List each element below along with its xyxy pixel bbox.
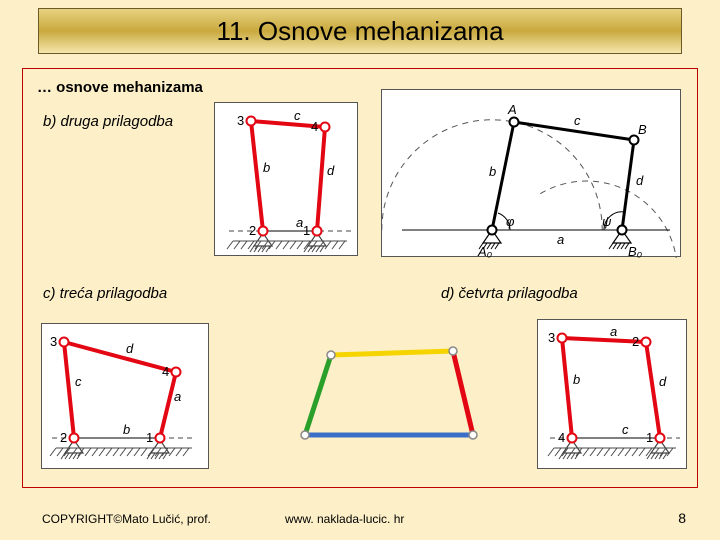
svg-text:c: c — [294, 108, 301, 123]
svg-text:d: d — [126, 341, 134, 356]
svg-text:a: a — [557, 232, 564, 247]
svg-text:2: 2 — [60, 430, 67, 445]
svg-text:B: B — [638, 122, 647, 137]
footer-page: 8 — [678, 510, 686, 526]
page-title: 11. Osnove mehanizama — [216, 16, 503, 47]
svg-text:b: b — [123, 422, 130, 437]
svg-text:A: A — [507, 102, 517, 117]
svg-text:2: 2 — [632, 334, 639, 349]
svg-text:b: b — [489, 164, 496, 179]
svg-text:4: 4 — [558, 430, 565, 445]
svg-text:a: a — [610, 324, 617, 339]
svg-text:4: 4 — [162, 364, 169, 379]
svg-text:a: a — [174, 389, 181, 404]
svg-text:4: 4 — [311, 119, 318, 134]
svg-text:1: 1 — [646, 430, 653, 445]
svg-text:c: c — [622, 422, 629, 437]
svg-text:3: 3 — [548, 330, 555, 345]
slide: 11. Osnove mehanizama … osnove mehanizam… — [0, 0, 720, 540]
footer-copyright: COPYRIGHT©Mato Lučić, prof. — [42, 512, 211, 526]
svg-text:b: b — [263, 160, 270, 175]
figure-c-left: d c a b 1 2 3 4 — [41, 323, 209, 469]
svg-text:1: 1 — [146, 430, 153, 445]
svg-text:b: b — [573, 372, 580, 387]
svg-text:d: d — [636, 173, 644, 188]
content-box: … osnove mehanizama b) druga prilagodba … — [22, 68, 698, 488]
caption-d: d) četvrta prilagodba — [441, 285, 578, 302]
caption-b: b) druga prilagodba — [43, 113, 173, 130]
figure-d-right: b a d c 1 4 3 2 — [537, 319, 687, 469]
figure-b-right: bcdaABA₀B₀φψ — [381, 89, 681, 257]
footer-url: www. naklada-lucic. hr — [285, 512, 404, 526]
svg-text:3: 3 — [237, 113, 244, 128]
title-bar: 11. Osnove mehanizama — [38, 8, 682, 54]
caption-c: c) treća prilagodba — [43, 285, 167, 302]
svg-text:3: 3 — [50, 334, 57, 349]
figure-b-left: bcda1234 — [214, 102, 358, 256]
svg-text:d: d — [659, 374, 667, 389]
svg-text:B₀: B₀ — [628, 244, 643, 258]
svg-text:1: 1 — [303, 223, 310, 238]
svg-text:c: c — [574, 113, 581, 128]
subtitle: … osnove mehanizama — [37, 79, 203, 96]
figure-c-middle — [277, 335, 493, 455]
svg-text:2: 2 — [249, 223, 256, 238]
svg-text:c: c — [75, 374, 82, 389]
svg-text:d: d — [327, 163, 335, 178]
